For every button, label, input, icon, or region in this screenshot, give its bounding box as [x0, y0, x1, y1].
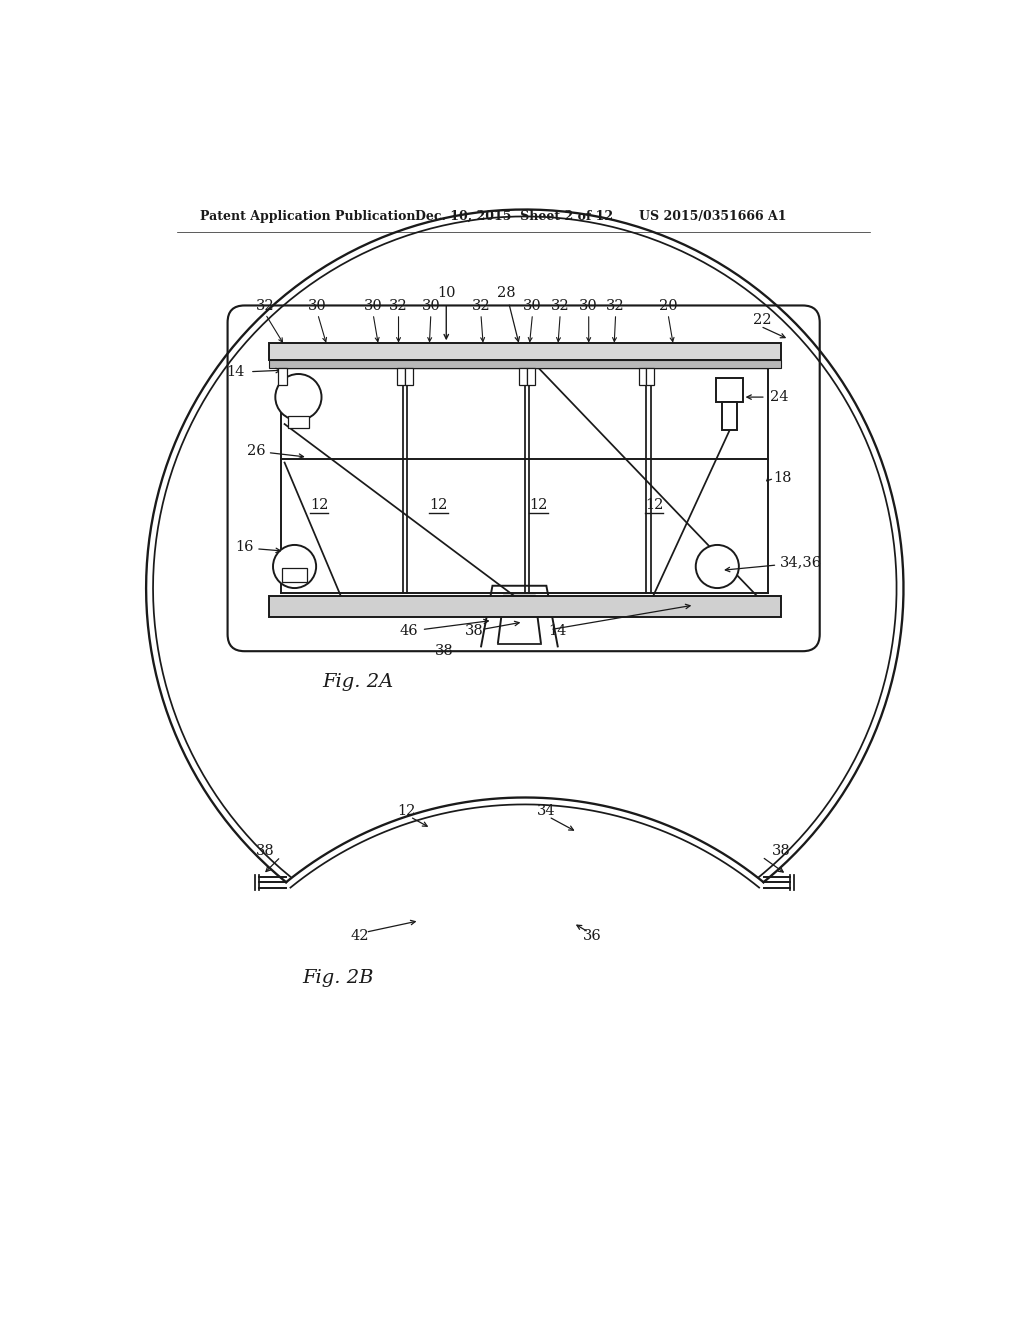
Text: 34,36: 34,36	[779, 556, 822, 570]
Text: 20: 20	[658, 300, 677, 313]
Text: Fig. 2A: Fig. 2A	[323, 673, 393, 690]
Text: 26: 26	[247, 444, 265, 458]
Circle shape	[275, 374, 322, 420]
Text: 12: 12	[397, 804, 416, 818]
Text: 12: 12	[310, 498, 329, 512]
Text: 14: 14	[226, 364, 245, 379]
Text: 38: 38	[434, 644, 454, 659]
Bar	[283, 568, 307, 582]
Text: 30: 30	[523, 300, 542, 313]
Bar	[269, 360, 781, 368]
Text: 10: 10	[437, 286, 456, 300]
Bar	[406, 368, 413, 385]
Text: 32: 32	[472, 300, 490, 313]
Text: US 2015/0351666 A1: US 2015/0351666 A1	[639, 210, 786, 223]
Text: Patent Application Publication: Patent Application Publication	[200, 210, 416, 223]
Circle shape	[695, 545, 739, 589]
Bar	[716, 378, 742, 403]
Bar	[519, 368, 527, 385]
Text: 42: 42	[351, 929, 370, 942]
Bar	[527, 368, 535, 385]
Bar	[639, 368, 646, 385]
Text: 30: 30	[422, 300, 440, 313]
Text: 38: 38	[465, 624, 484, 638]
Text: 32: 32	[256, 300, 274, 313]
Text: 14: 14	[549, 624, 567, 638]
Bar	[646, 368, 654, 385]
Text: Dec. 10, 2015  Sheet 2 of 12: Dec. 10, 2015 Sheet 2 of 12	[416, 210, 613, 223]
Text: Fig. 2B: Fig. 2B	[303, 969, 374, 987]
Text: 12: 12	[645, 498, 664, 512]
Text: 32: 32	[389, 300, 408, 313]
Text: 24: 24	[770, 391, 788, 404]
Bar	[269, 343, 781, 360]
Text: 30: 30	[580, 300, 598, 313]
Text: 32: 32	[606, 300, 625, 313]
Text: 28: 28	[497, 286, 516, 300]
Text: 22: 22	[753, 313, 771, 327]
Bar	[278, 368, 287, 385]
Text: 36: 36	[584, 929, 602, 942]
Text: 38: 38	[772, 845, 791, 858]
Text: 16: 16	[236, 540, 254, 554]
Text: 12: 12	[529, 498, 548, 512]
Text: 18: 18	[773, 471, 792, 484]
Text: 32: 32	[551, 300, 569, 313]
Bar	[288, 416, 309, 428]
Text: 12: 12	[429, 498, 447, 512]
Text: 30: 30	[364, 300, 383, 313]
Circle shape	[273, 545, 316, 589]
Text: 38: 38	[256, 845, 274, 858]
Bar	[269, 595, 781, 616]
Text: 46: 46	[400, 624, 419, 638]
Text: 34: 34	[537, 804, 556, 818]
Bar	[722, 403, 737, 430]
Text: 30: 30	[308, 300, 327, 313]
Bar	[397, 368, 406, 385]
